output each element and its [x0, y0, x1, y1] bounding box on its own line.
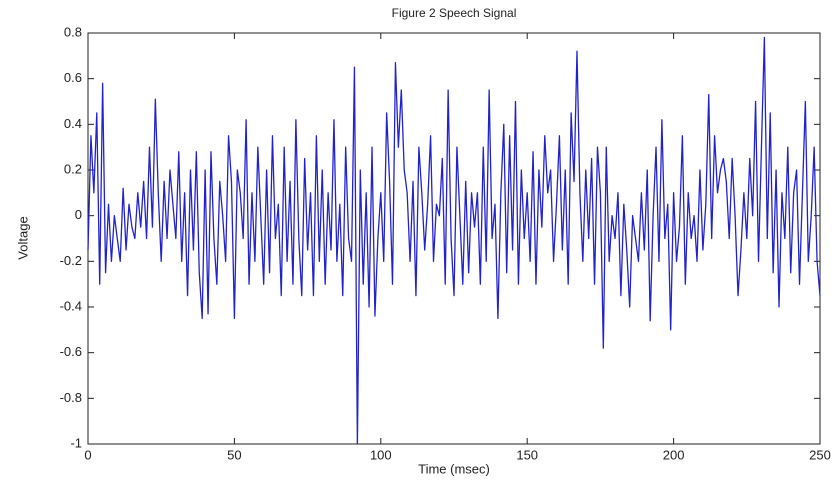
x-tick-label: 150 [516, 447, 538, 462]
x-tick-label: 100 [370, 447, 392, 462]
x-tick-label: 0 [84, 447, 91, 462]
y-tick-label: 0.2 [64, 161, 82, 176]
y-axis-label: Voltage [15, 216, 30, 259]
y-tick-label: -0.6 [60, 344, 82, 359]
y-tick-label: -1 [70, 435, 82, 450]
signal-line [87, 36, 821, 445]
y-tick-label: -0.2 [60, 253, 82, 268]
x-tick-label: 250 [809, 447, 831, 462]
x-axis-label: Time (msec) [418, 461, 490, 476]
y-tick-label: 0.8 [64, 24, 82, 39]
x-tick-label: 200 [663, 447, 685, 462]
y-tick-label: 0 [75, 207, 82, 222]
y-tick-label: -0.8 [60, 390, 82, 405]
y-tick-label: 0.4 [64, 116, 82, 131]
chart-title: Figure 2 Speech Signal [392, 6, 517, 20]
y-tick-label: -0.4 [60, 298, 82, 313]
x-tick-label: 50 [227, 447, 241, 462]
y-tick-label: 0.6 [64, 70, 82, 85]
